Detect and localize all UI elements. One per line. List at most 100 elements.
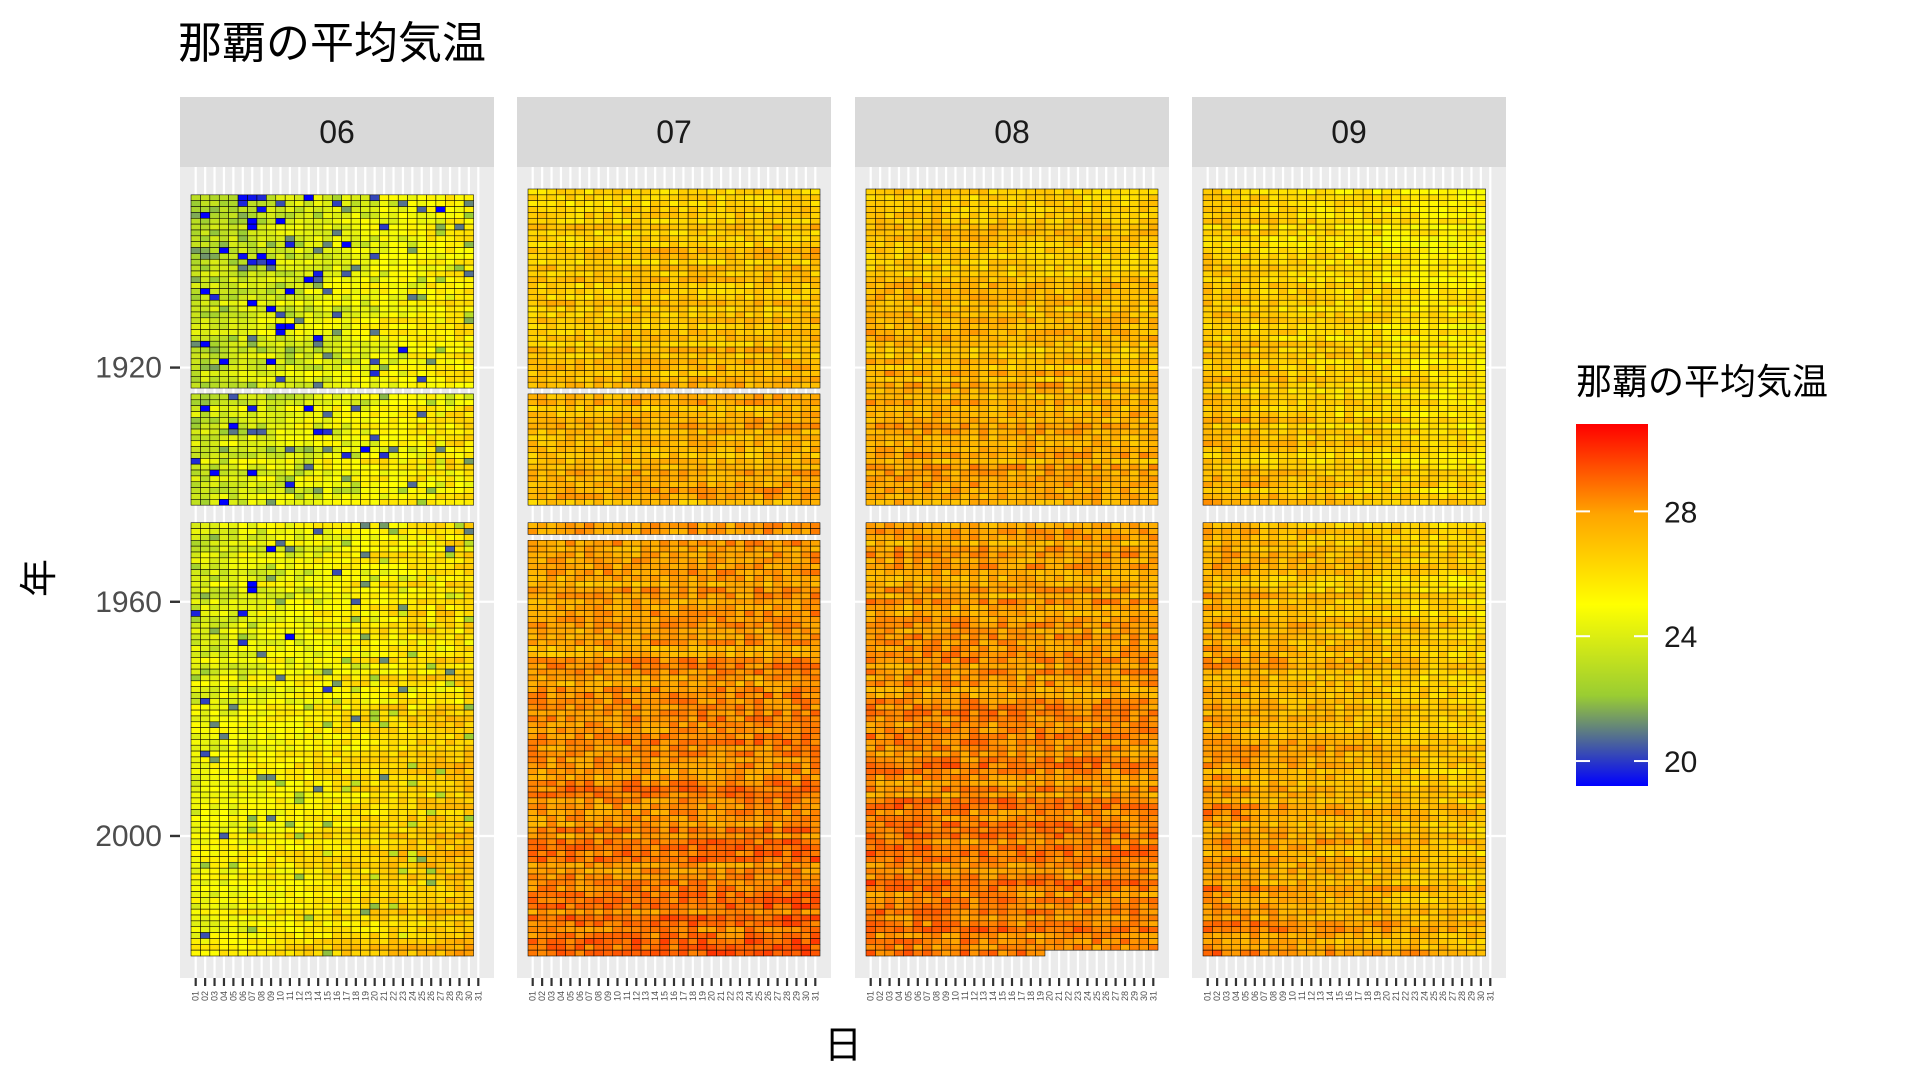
heat-tile — [537, 212, 548, 219]
heat-tile — [537, 241, 548, 248]
heat-tile — [275, 592, 286, 600]
heat-tile — [200, 815, 211, 822]
heat-tile — [284, 294, 295, 301]
heat-tile — [463, 282, 474, 289]
heat-tile — [454, 803, 465, 810]
heat-tile — [303, 294, 314, 301]
heat-tile — [322, 241, 333, 248]
heat-tile — [294, 305, 305, 313]
heat-tile — [772, 200, 783, 207]
heat-tile — [190, 832, 201, 840]
heat-tile — [603, 335, 614, 342]
heat-tile — [669, 329, 679, 336]
heat-tile — [584, 270, 595, 278]
heat-tile — [426, 809, 437, 816]
heat-tile — [791, 323, 802, 330]
heat-tile — [209, 774, 220, 781]
heat-tile — [190, 639, 201, 646]
heat-tile — [284, 376, 295, 383]
heat-tile — [209, 879, 220, 887]
heat-tile — [546, 206, 557, 213]
heat-tile — [313, 832, 324, 840]
heat-tile — [313, 545, 324, 553]
heat-tile — [463, 826, 474, 834]
heat-tile — [247, 750, 258, 758]
heat-tile — [753, 212, 764, 219]
heat-tile — [247, 551, 258, 559]
heat-tile — [218, 282, 229, 289]
heat-tile — [416, 809, 427, 816]
heat-tile — [218, 487, 229, 494]
heat-tile — [237, 780, 248, 787]
heat-tile — [621, 329, 632, 336]
heat-tile — [744, 235, 755, 242]
heat-tile — [360, 212, 371, 219]
heat-tile — [313, 791, 324, 799]
heat-tile — [275, 733, 286, 740]
heat-tile — [237, 557, 248, 564]
heat-tile — [800, 381, 811, 389]
heat-tile — [237, 311, 248, 319]
heat-tile — [631, 393, 642, 401]
heat-tile — [716, 329, 727, 336]
heat-tile — [322, 440, 333, 447]
heat-tile — [782, 393, 793, 401]
heat-tile — [416, 463, 427, 471]
heat-tile — [209, 914, 220, 922]
heat-tile — [332, 873, 342, 881]
heat-tile — [256, 563, 267, 570]
heat-tile — [237, 317, 248, 324]
heat-tile — [426, 288, 437, 295]
heat-tile — [341, 920, 352, 927]
heat-tile — [527, 253, 538, 260]
heat-tile — [200, 645, 211, 652]
heat-tile — [228, 739, 239, 746]
heat-tile — [341, 903, 352, 910]
heat-tile — [716, 346, 727, 354]
heat-tile — [218, 662, 229, 670]
heat-tile — [237, 540, 248, 547]
heat-tile — [603, 276, 614, 283]
heat-tile — [332, 926, 342, 933]
heat-tile — [463, 604, 474, 611]
heat-tile — [388, 282, 399, 289]
heat-tile — [603, 270, 614, 278]
heat-tile — [388, 944, 399, 951]
heat-tile — [266, 364, 277, 371]
heat-tile — [407, 282, 418, 289]
heat-tile — [313, 528, 324, 535]
heat-tile — [350, 428, 361, 436]
heat-tile — [190, 434, 201, 442]
heat-tile — [313, 785, 324, 793]
heat-tile — [218, 850, 229, 857]
tiles — [190, 194, 474, 957]
heat-tile — [190, 703, 201, 711]
heat-tile — [407, 914, 418, 922]
heat-tile — [218, 235, 229, 242]
heat-tile — [640, 264, 651, 272]
heat-tile — [435, 528, 446, 535]
heat-tile — [322, 739, 333, 746]
heat-tile — [426, 311, 437, 319]
heat-tile — [369, 862, 380, 869]
heat-tile — [303, 534, 314, 541]
heat-tile — [294, 323, 305, 330]
heat-tile — [810, 194, 821, 201]
heat-tile — [772, 235, 783, 242]
heat-tile — [640, 253, 651, 260]
heat-tile — [445, 856, 456, 863]
heat-tile — [369, 534, 380, 541]
heat-tile — [555, 364, 566, 371]
heat-tile — [190, 575, 201, 582]
heat-tile — [322, 399, 333, 406]
heat-tile — [445, 575, 456, 582]
heat-tile — [332, 750, 342, 758]
heat-tile — [322, 370, 333, 377]
heat-tile — [416, 908, 427, 916]
heat-tile — [275, 194, 286, 201]
heat-tile — [603, 352, 614, 360]
heat-tile — [237, 809, 248, 816]
heat-tile — [659, 247, 670, 254]
heat-tile — [426, 381, 437, 389]
heat-tile — [256, 674, 267, 682]
